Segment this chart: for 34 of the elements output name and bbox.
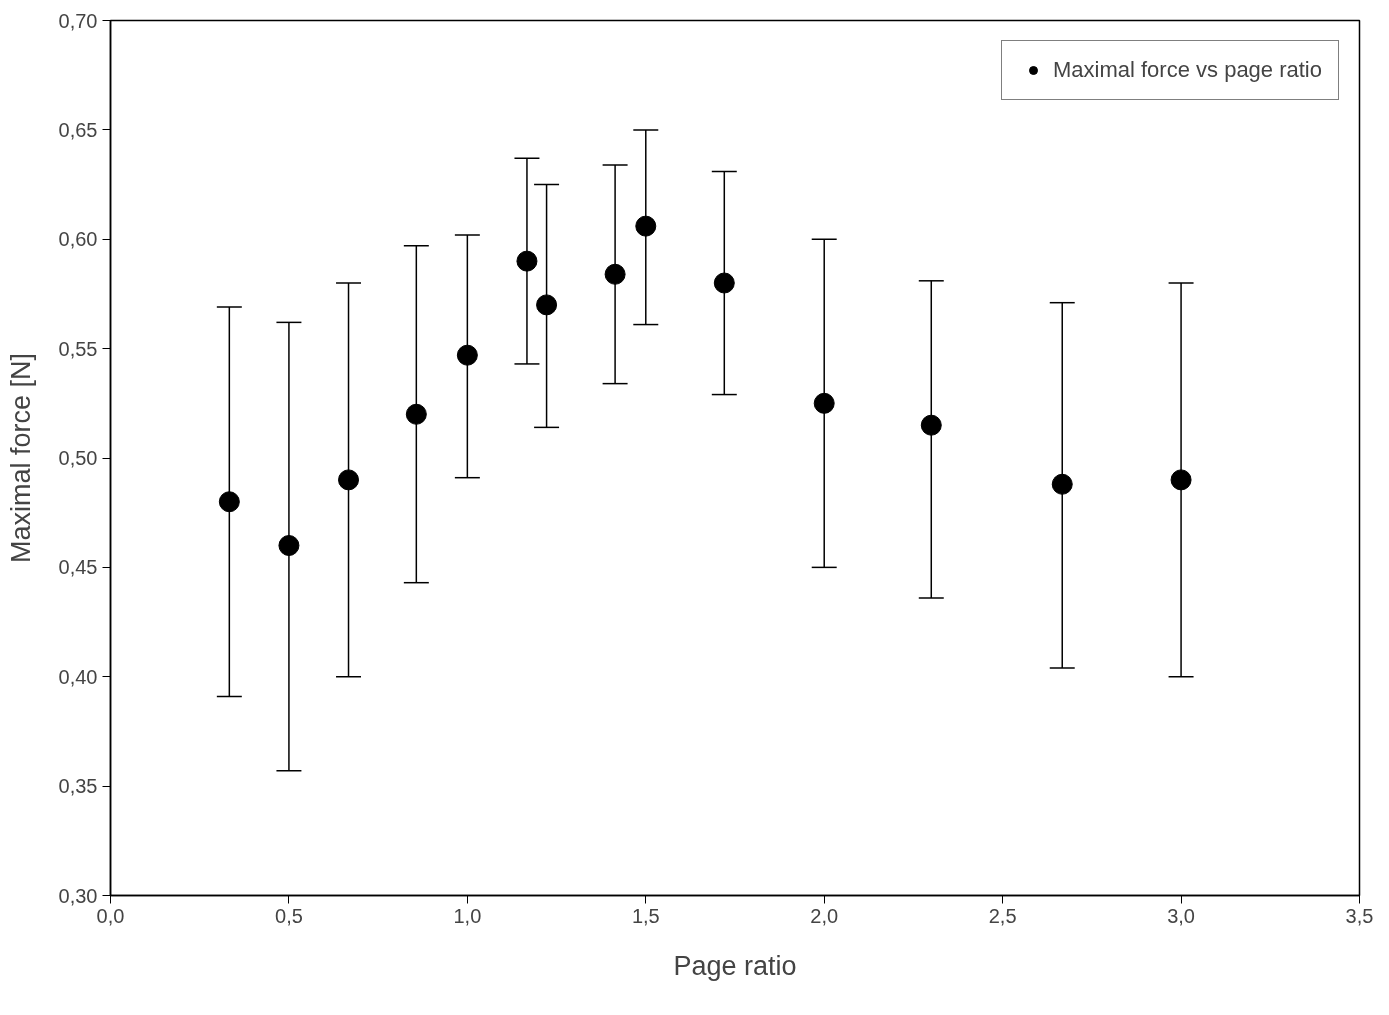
- point: [516, 250, 538, 272]
- x-tick-label: 2,0: [810, 904, 839, 927]
- legend-label: Maximal force vs page ratio: [1053, 57, 1322, 83]
- point: [278, 535, 300, 556]
- point: [635, 215, 657, 237]
- x-tick-label: 2,5: [988, 904, 1017, 927]
- y-tick-label: 0,45: [58, 556, 98, 579]
- point: [604, 263, 626, 285]
- y-tick-label: 0,65: [58, 118, 98, 141]
- y-tick-label: 0,60: [58, 228, 98, 251]
- point: [813, 392, 835, 414]
- y-tick-label: 0,35: [58, 775, 98, 798]
- y-tick-label: 0,30: [58, 884, 98, 907]
- x-tick-label: 1,5: [631, 904, 660, 927]
- x-tick-label: 1,0: [453, 904, 482, 927]
- x-tick-label: 0,0: [96, 904, 125, 927]
- y-tick-label: 0,50: [58, 447, 98, 469]
- y-tick-label: 0,40: [58, 665, 98, 688]
- point: [1170, 469, 1192, 491]
- x-tick-label: 0,5: [275, 904, 303, 927]
- point: [920, 414, 942, 436]
- point: [536, 294, 558, 316]
- y-tick-label: 0,55: [58, 337, 98, 360]
- point: [405, 403, 427, 425]
- point: [218, 491, 240, 513]
- x-axis-title: Page ratio: [673, 950, 797, 981]
- point: [338, 469, 360, 491]
- x-tick-label: 3,0: [1167, 904, 1195, 927]
- point: [456, 344, 478, 366]
- point: [1051, 473, 1073, 495]
- x-tick-label: 3,5: [1345, 904, 1374, 927]
- point: [713, 272, 735, 294]
- y-axis-title: Maximal force [N]: [5, 352, 36, 564]
- y-tick-label: 0,70: [58, 9, 98, 32]
